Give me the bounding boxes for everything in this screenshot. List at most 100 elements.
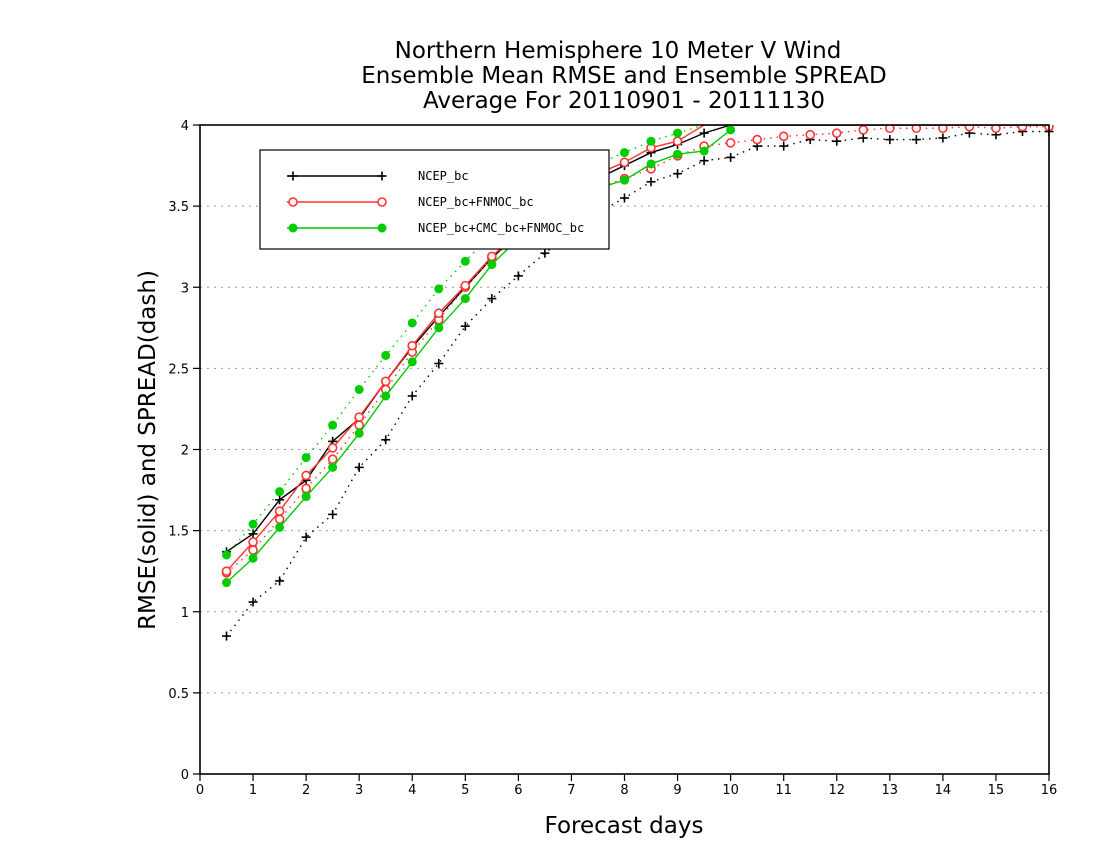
- x-tick-label: 14: [935, 783, 952, 798]
- series-rmse-line: [226, 125, 1049, 553]
- title-line-2: Ensemble Mean RMSE and Ensemble SPREAD: [361, 63, 886, 89]
- x-tick-label: 5: [461, 783, 469, 798]
- y-tick-label: 3: [181, 281, 189, 296]
- x-tick-label: 1: [249, 783, 257, 798]
- data-point: [779, 141, 789, 151]
- y-tick-label: 4: [181, 119, 189, 134]
- data-point: [434, 323, 444, 333]
- legend-box: [259, 149, 610, 250]
- data-point: [991, 125, 1001, 134]
- data-point: [248, 597, 258, 607]
- data-point: [805, 129, 816, 140]
- data-point: [831, 128, 842, 138]
- data-point: [513, 271, 523, 281]
- data-point: [460, 321, 470, 331]
- data-point: [248, 545, 258, 555]
- data-point: [778, 131, 789, 142]
- data-point: [911, 135, 921, 145]
- data-point: [328, 509, 338, 519]
- data-point: [301, 470, 311, 481]
- legend: NCEP_bc NCEP_bc+FNMOC_bc NCEP_bc+CMC_bc+FN…: [259, 149, 610, 250]
- data-point: [699, 146, 709, 156]
- data-point: [380, 376, 391, 387]
- x-tick-label: 7: [567, 783, 575, 798]
- data-point: [301, 532, 311, 542]
- x-tick-label: 9: [673, 783, 681, 798]
- data-point: [275, 522, 285, 532]
- series-rmse-line: [226, 125, 1049, 572]
- series-rmse-line: [226, 129, 732, 584]
- data-point: [619, 157, 630, 168]
- legend-label: NCEP_bc+FNMOC_bc: [418, 195, 534, 209]
- legend-marker: [288, 171, 298, 181]
- data-point: [221, 566, 232, 576]
- data-point: [301, 492, 311, 502]
- data-point: [301, 483, 311, 494]
- data-point: [460, 280, 471, 291]
- data-point: [620, 175, 629, 185]
- data-point: [248, 553, 258, 563]
- data-point: [222, 550, 232, 560]
- y-tick-label: 3.5: [168, 200, 189, 215]
- data-point: [858, 125, 869, 135]
- data-point: [248, 537, 258, 547]
- legend-marker: [288, 223, 298, 233]
- data-point: [433, 308, 444, 319]
- data-point: [222, 578, 232, 588]
- data-point: [275, 576, 285, 586]
- data-point: [752, 134, 762, 145]
- data-point: [434, 359, 444, 369]
- data-point: [646, 159, 656, 169]
- x-tick-label: 13: [882, 783, 899, 798]
- x-tick-label: 6: [514, 783, 522, 798]
- x-tick-label: 3: [355, 783, 363, 798]
- y-tick-label: 0.5: [168, 687, 189, 702]
- legend-marker: [288, 197, 298, 207]
- data-point: [407, 340, 418, 351]
- data-point: [248, 519, 258, 529]
- data-point: [328, 462, 338, 472]
- x-tick-label: 8: [620, 783, 628, 798]
- x-tick-label: 10: [722, 783, 739, 798]
- legend-marker: [377, 197, 387, 207]
- data-point: [858, 133, 868, 143]
- data-point: [725, 138, 736, 148]
- data-point: [274, 514, 285, 525]
- x-tick-label: 0: [196, 783, 204, 798]
- title-line-1: Northern Hemisphere 10 Meter V Wind: [395, 38, 842, 64]
- x-axis-label: Forecast days: [545, 813, 704, 839]
- data-point: [832, 136, 842, 146]
- data-point: [540, 248, 550, 258]
- x-tick-label: 15: [988, 783, 1005, 798]
- data-point: [726, 125, 736, 135]
- data-point: [911, 125, 922, 134]
- y-tick-label: 2.5: [168, 362, 189, 377]
- legend-marker: [377, 223, 387, 233]
- data-point: [673, 128, 683, 138]
- data-point: [938, 133, 948, 143]
- y-axis-label: RMSE(solid) and SPREAD(dash): [135, 270, 161, 630]
- data-point: [354, 428, 364, 438]
- data-point: [222, 631, 232, 641]
- data-point: [620, 193, 629, 203]
- data-point: [460, 256, 470, 266]
- legend-marker: [377, 171, 387, 181]
- x-tick-label: 16: [1041, 783, 1058, 798]
- data-point: [885, 135, 895, 145]
- data-point: [327, 443, 338, 453]
- y-tick-label: 1: [181, 606, 189, 621]
- data-point: [1017, 125, 1028, 132]
- data-point: [673, 149, 683, 159]
- data-point: [620, 148, 629, 158]
- data-point: [354, 384, 364, 394]
- data-point: [672, 136, 683, 147]
- data-point: [354, 420, 364, 430]
- data-point: [274, 506, 285, 516]
- data-point: [354, 462, 364, 472]
- data-point: [460, 294, 470, 304]
- data-point: [938, 125, 948, 134]
- chart-title: Northern Hemisphere 10 Meter V Wind Ense…: [361, 38, 886, 114]
- data-point: [275, 495, 285, 505]
- data-point: [646, 177, 656, 187]
